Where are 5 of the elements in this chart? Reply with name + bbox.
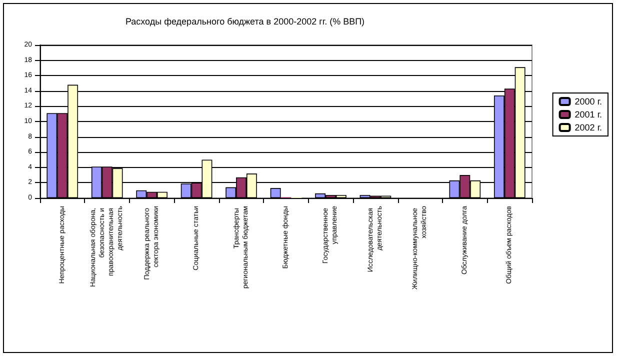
- legend-label: 2002 г.: [574, 122, 602, 132]
- bar: [270, 188, 281, 198]
- chart-title: Расходы федерального бюджета в 2000-2002 гг. (% ВВП): [125, 16, 365, 26]
- legend-label: 2000 г.: [574, 96, 602, 106]
- legend-label: 2001 г.: [574, 110, 602, 120]
